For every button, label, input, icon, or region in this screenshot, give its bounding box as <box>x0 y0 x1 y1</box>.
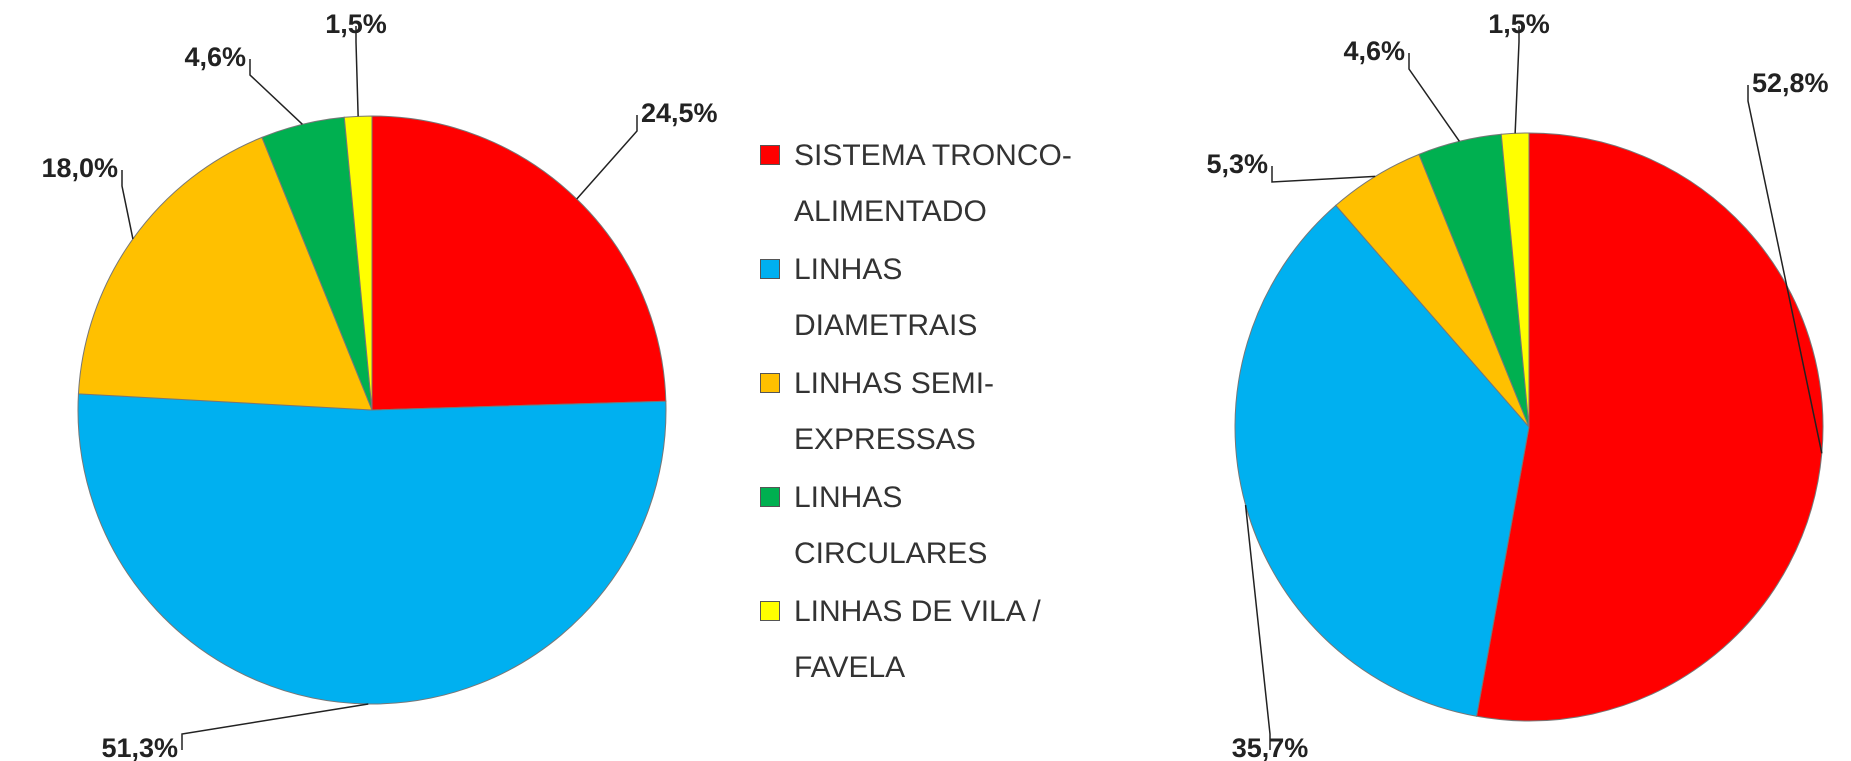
data-label: 18,0% <box>41 153 118 183</box>
data-label: 1,5% <box>325 9 387 39</box>
legend-item: LINHAS SEMI-EXPRESSAS <box>760 356 1090 469</box>
legend-label: LINHAS CIRCULARES <box>794 481 988 570</box>
leader-line <box>1244 505 1271 750</box>
legend-swatch <box>760 259 780 279</box>
legend-item: SISTEMA TRONCO-ALIMENTADO <box>760 128 1090 241</box>
leader-line <box>355 26 359 117</box>
pie-slice <box>77 393 667 705</box>
legend-swatch <box>760 145 780 165</box>
data-label: 1,5% <box>1488 9 1550 39</box>
data-label: 4,6% <box>184 42 246 72</box>
legend: SISTEMA TRONCO-ALIMENTADO LINHAS DIAMETRA… <box>760 128 1090 698</box>
leader-line <box>1747 85 1823 454</box>
data-label: 51,3% <box>101 733 178 761</box>
pie-slice <box>371 115 667 411</box>
leader-line <box>1271 166 1376 183</box>
legend-swatch <box>760 601 780 621</box>
legend-label: LINHAS DE VILA / FAVELA <box>794 595 1041 684</box>
leader-line <box>121 170 134 240</box>
leader-line <box>249 59 303 125</box>
legend-label: SISTEMA TRONCO-ALIMENTADO <box>794 139 1072 228</box>
leader-line <box>1514 26 1520 134</box>
legend-swatch <box>760 487 780 507</box>
data-label: 35,7% <box>1232 733 1309 761</box>
leader-line <box>576 115 638 200</box>
legend-item: LINHAS DIAMETRAIS <box>760 242 1090 355</box>
data-label: 24,5% <box>641 98 718 128</box>
leader-line <box>1408 53 1461 142</box>
data-label: 5,3% <box>1206 149 1268 179</box>
legend-label: LINHAS SEMI-EXPRESSAS <box>794 367 995 456</box>
leader-line <box>181 703 369 750</box>
data-label: 52,8% <box>1752 68 1829 98</box>
data-label: 4,6% <box>1343 36 1405 66</box>
pie-slice <box>1234 204 1530 717</box>
legend-swatch <box>760 373 780 393</box>
legend-item: LINHAS DE VILA / FAVELA <box>760 584 1090 697</box>
legend-label: LINHAS DIAMETRAIS <box>794 253 978 342</box>
legend-item: LINHAS CIRCULARES <box>760 470 1090 583</box>
